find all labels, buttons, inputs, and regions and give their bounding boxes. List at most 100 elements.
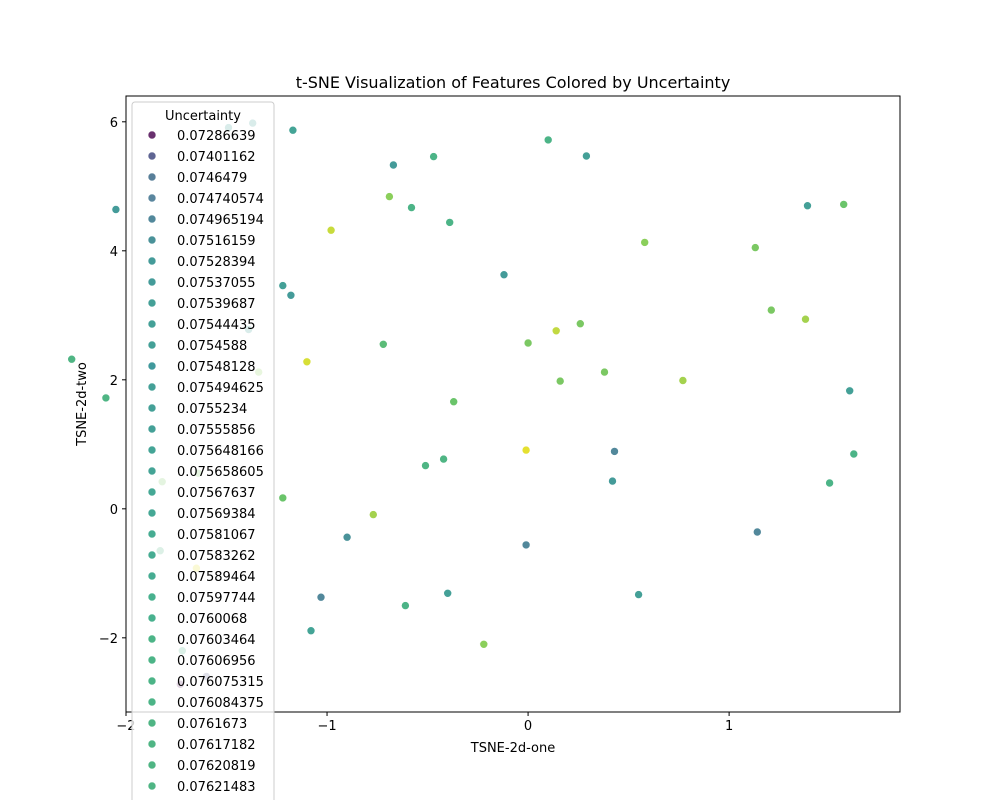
- legend-marker: [147, 214, 157, 224]
- legend-entry-label: 0.074965194: [177, 213, 264, 228]
- data-point: [401, 601, 410, 610]
- plot-frame: [125, 95, 901, 713]
- legend-marker: [147, 382, 157, 392]
- legend-entry-label: 0.075494625: [177, 381, 264, 396]
- data-point: [752, 527, 762, 537]
- data-point: [326, 225, 336, 235]
- legend-marker: [147, 319, 157, 329]
- legend-marker: [147, 445, 157, 455]
- data-point: [551, 326, 561, 336]
- legend-entry-label: 0.07537055: [177, 276, 256, 291]
- legend-marker: [147, 277, 157, 287]
- data-point: [111, 205, 121, 214]
- y-tick-label: 0: [110, 503, 118, 518]
- legend-entry-label: 0.0760068: [177, 612, 247, 627]
- legend-entry-label: 0.0754588: [177, 339, 247, 354]
- data-point: [678, 376, 688, 385]
- data-point: [555, 376, 565, 386]
- data-point: [849, 449, 859, 459]
- data-point: [421, 461, 430, 470]
- legend-marker: [147, 193, 157, 203]
- data-point: [278, 281, 288, 290]
- legend-marker: [147, 781, 157, 791]
- legend-entry-label: 0.07555856: [177, 423, 256, 438]
- legend-marker: [147, 676, 157, 686]
- legend-entry-label: 0.07401162: [177, 150, 256, 165]
- data-point: [306, 626, 316, 636]
- data-point: [368, 510, 378, 519]
- legend-box: [131, 101, 275, 800]
- legend-entry-label: 0.0761673: [177, 717, 247, 732]
- legend-marker: [147, 529, 157, 539]
- legend-marker: [147, 592, 157, 602]
- data-point: [278, 493, 288, 503]
- legend-entry-label: 0.0755234: [177, 402, 247, 417]
- data-point: [286, 290, 296, 300]
- data-point: [385, 192, 394, 201]
- axis-ticks: −2 −1 0 1 −2 0 2 4 6: [99, 116, 733, 734]
- legend-entry-label: 0.07583262: [177, 549, 256, 564]
- data-point: [521, 445, 531, 455]
- data-point: [803, 201, 812, 210]
- x-tick-label: 0: [524, 719, 532, 734]
- legend-marker: [147, 235, 157, 245]
- data-point: [499, 270, 509, 280]
- x-tick-label: 1: [725, 719, 733, 734]
- data-point: [389, 160, 398, 170]
- legend-entry-label: 0.075648166: [177, 444, 264, 459]
- data-point: [839, 200, 849, 209]
- data-point: [600, 367, 609, 377]
- data-point: [766, 305, 776, 315]
- legend-marker: [147, 130, 157, 140]
- x-axis-label: TSNE-2d-one: [470, 741, 555, 756]
- legend-entry-label: 0.076084375: [177, 696, 264, 711]
- data-point: [67, 354, 76, 364]
- chart-title: t-SNE Visualization of Features Colored …: [296, 73, 731, 92]
- legend-title: Uncertainty: [165, 109, 241, 124]
- legend-entry-label: 0.07617182: [177, 738, 256, 753]
- legend-entry-label: 0.075658605: [177, 465, 264, 480]
- legend-marker: [147, 298, 157, 308]
- data-point: [640, 238, 650, 247]
- data-point: [445, 218, 455, 227]
- legend-entry-label: 0.07606956: [177, 654, 256, 669]
- legend-entry-label: 0.07567637: [177, 486, 256, 501]
- data-point: [543, 135, 553, 145]
- data-point: [302, 357, 312, 367]
- legend-entry-label: 0.07548128: [177, 360, 256, 375]
- data-point: [429, 152, 438, 161]
- y-tick-label: 2: [110, 374, 118, 389]
- legend-marker: [147, 403, 157, 413]
- legend-marker: [147, 151, 157, 161]
- legend-marker: [147, 655, 157, 665]
- legend-marker: [147, 256, 157, 266]
- y-tick-label: 6: [110, 116, 118, 131]
- data-point: [378, 339, 388, 349]
- legend-marker: [147, 487, 157, 497]
- legend: Uncertainty 0.07286639 0.07401162 0.074647…: [131, 101, 275, 800]
- legend-marker: [147, 361, 157, 371]
- data-point: [407, 203, 416, 212]
- legend-marker: [147, 718, 157, 728]
- data-point: [610, 447, 619, 456]
- data-point: [449, 397, 459, 407]
- legend-entry-label: 0.07603464: [177, 633, 256, 648]
- legend-entry-label: 0.07589464: [177, 570, 256, 585]
- data-point: [750, 243, 760, 252]
- legend-entry-label: 0.076075315: [177, 675, 264, 690]
- data-point: [582, 151, 591, 161]
- data-point: [825, 478, 834, 488]
- legend-marker: [147, 613, 157, 623]
- data-point: [523, 338, 533, 348]
- data-point: [443, 588, 453, 598]
- x-tick-label: −2: [116, 719, 135, 734]
- legend-marker: [147, 697, 157, 707]
- legend-entry-label: 0.07516159: [177, 234, 256, 249]
- legend-marker: [147, 634, 157, 644]
- legend-entry-label: 0.07597744: [177, 591, 256, 606]
- data-point: [342, 532, 352, 542]
- y-tick-label: −2: [99, 632, 118, 647]
- legend-entry-label: 0.0746479: [177, 171, 247, 186]
- legend-entry-label: 0.07286639: [177, 129, 256, 144]
